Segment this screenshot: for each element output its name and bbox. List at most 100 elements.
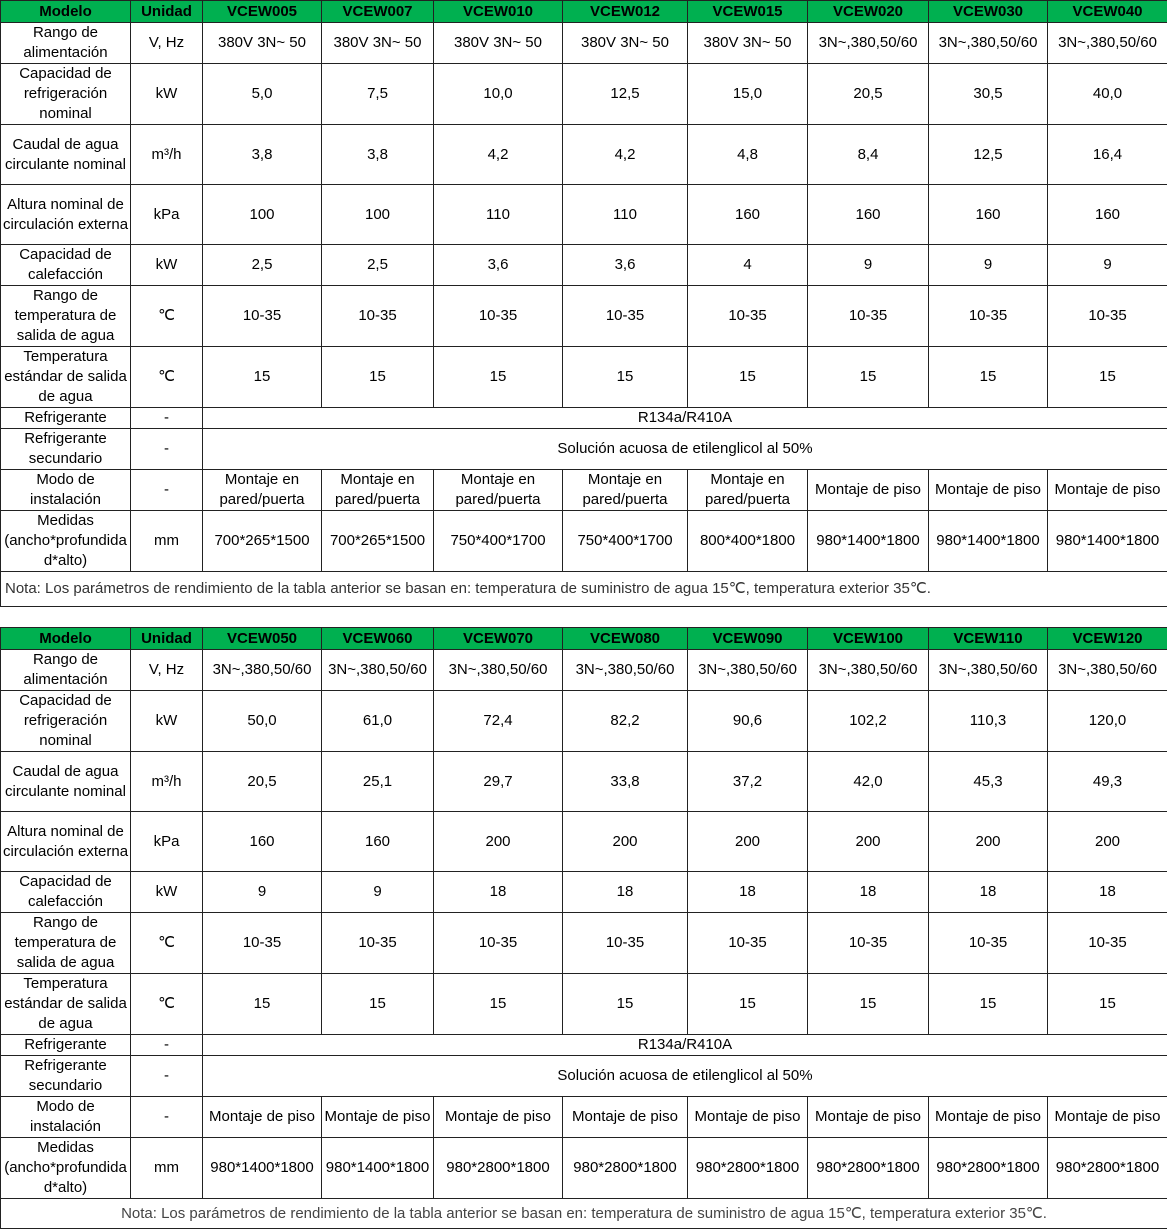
unit-cell: m³/h [131, 125, 203, 185]
column-header: VCEW012 [563, 1, 688, 23]
value-cell: Montaje de piso [808, 1097, 929, 1138]
unit-cell: - [131, 470, 203, 511]
value-cell: 20,5 [808, 64, 929, 125]
value-cell: 15 [434, 974, 563, 1035]
value-cell: 15 [203, 974, 322, 1035]
table-gap [0, 607, 1167, 627]
column-header: VCEW010 [434, 1, 563, 23]
value-cell: 3N~,380,50/60 [929, 23, 1048, 64]
value-cell: 3,8 [322, 125, 434, 185]
value-cell: 980*2800*1800 [808, 1138, 929, 1199]
unit-cell: V, Hz [131, 23, 203, 64]
value-cell: Montaje en pared/puerta [203, 470, 322, 511]
value-cell: 18 [929, 872, 1048, 913]
value-cell: 980*2800*1800 [563, 1138, 688, 1199]
value-cell: 15 [688, 974, 808, 1035]
value-cell: 380V 3N~ 50 [563, 23, 688, 64]
value-cell: 980*1400*1800 [929, 511, 1048, 572]
value-cell: 100 [322, 185, 434, 245]
column-header: VCEW050 [203, 628, 322, 650]
value-cell: 200 [808, 812, 929, 872]
value-cell: 160 [1048, 185, 1167, 245]
value-cell: 3N~,380,50/60 [808, 23, 929, 64]
table-row: Modo de instalación-Montaje en pared/pue… [1, 470, 1167, 511]
value-cell: 61,0 [322, 691, 434, 752]
unit-cell: mm [131, 511, 203, 572]
value-cell: 200 [434, 812, 563, 872]
row-label: Capacidad de calefacción [1, 872, 131, 913]
value-cell: 15 [203, 347, 322, 408]
row-label: Altura nominal de circulación externa [1, 185, 131, 245]
row-label: Medidas (ancho*profundidad*alto) [1, 1138, 131, 1199]
note-row: Nota: Los parámetros de rendimiento de l… [1, 572, 1167, 607]
value-cell: 33,8 [563, 752, 688, 812]
merged-value-cell: Solución acuosa de etilenglicol al 50% [203, 429, 1167, 470]
row-label: Capacidad de calefacción [1, 245, 131, 286]
value-cell: 15 [563, 974, 688, 1035]
value-cell: Montaje en pared/puerta [434, 470, 563, 511]
unit-cell: V, Hz [131, 650, 203, 691]
value-cell: 980*1400*1800 [203, 1138, 322, 1199]
value-cell: 29,7 [434, 752, 563, 812]
column-header: Unidad [131, 628, 203, 650]
value-cell: 3N~,380,50/60 [808, 650, 929, 691]
value-cell: 37,2 [688, 752, 808, 812]
row-label: Capacidad de refrigeración nominal [1, 691, 131, 752]
value-cell: Montaje de piso [563, 1097, 688, 1138]
value-cell: Montaje en pared/puerta [322, 470, 434, 511]
value-cell: 980*2800*1800 [1048, 1138, 1167, 1199]
value-cell: 82,2 [563, 691, 688, 752]
value-cell: 380V 3N~ 50 [322, 23, 434, 64]
value-cell: 10-35 [929, 913, 1048, 974]
value-cell: Montaje de piso [808, 470, 929, 511]
value-cell: 110,3 [929, 691, 1048, 752]
value-cell: 5,0 [203, 64, 322, 125]
value-cell: 4,2 [434, 125, 563, 185]
note-row: Nota: Los parámetros de rendimiento de l… [1, 1199, 1167, 1229]
value-cell: 700*265*1500 [322, 511, 434, 572]
value-cell: 4,2 [563, 125, 688, 185]
value-cell: 12,5 [929, 125, 1048, 185]
value-cell: 980*1400*1800 [322, 1138, 434, 1199]
value-cell: 16,4 [1048, 125, 1167, 185]
value-cell: 800*400*1800 [688, 511, 808, 572]
value-cell: 9 [808, 245, 929, 286]
value-cell: 9 [322, 872, 434, 913]
column-header: VCEW020 [808, 1, 929, 23]
value-cell: 15 [434, 347, 563, 408]
unit-cell: ℃ [131, 347, 203, 408]
column-header: Modelo [1, 628, 131, 650]
row-label: Refrigerante [1, 408, 131, 429]
value-cell: 10-35 [929, 286, 1048, 347]
value-cell: 15 [1048, 347, 1167, 408]
unit-cell: ℃ [131, 913, 203, 974]
value-cell: 45,3 [929, 752, 1048, 812]
unit-cell: - [131, 408, 203, 429]
row-label: Altura nominal de circulación externa [1, 812, 131, 872]
row-label: Refrigerante secundario [1, 1056, 131, 1097]
value-cell: 750*400*1700 [563, 511, 688, 572]
value-cell: 18 [688, 872, 808, 913]
column-header: Modelo [1, 1, 131, 23]
row-label: Caudal de agua circulante nominal [1, 752, 131, 812]
value-cell: 8,4 [808, 125, 929, 185]
column-header: VCEW110 [929, 628, 1048, 650]
value-cell: 15 [322, 974, 434, 1035]
value-cell: 3N~,380,50/60 [1048, 650, 1167, 691]
row-label: Modo de instalación [1, 470, 131, 511]
row-label: Rango de alimentación [1, 23, 131, 64]
value-cell: 10-35 [808, 286, 929, 347]
